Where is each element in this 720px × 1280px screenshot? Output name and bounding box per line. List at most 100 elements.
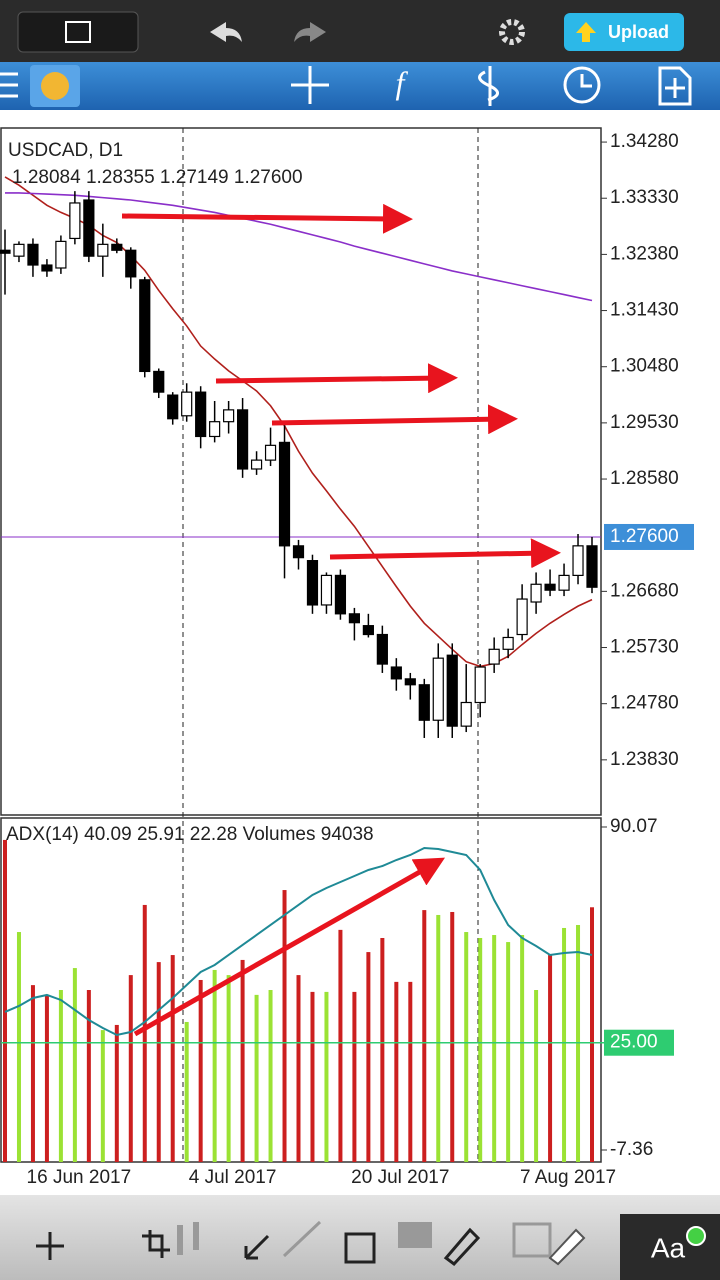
plot-layer: 1.34280 1.33330 1.32380 1.31430 1.30480 1.295… [0,131,694,1188]
volume-bar [590,907,594,1162]
candle-body [544,583,556,591]
volume-bar [58,990,63,1162]
timeframe-icon[interactable] [563,66,601,104]
candle-body [586,545,598,588]
y-tick-label: 1.32380 [610,243,679,264]
candle-body [572,545,584,576]
y-tick-label: 1.33330 [610,187,679,208]
arrow [215,363,458,394]
volume-bar [380,937,385,1162]
volume-bar [3,839,7,1162]
candle-body [530,583,542,603]
settings-icon[interactable] [499,19,525,45]
lines-icon[interactable] [282,1220,322,1258]
volume-bar [534,990,539,1162]
inbox-icon[interactable] [398,1222,432,1248]
arrow [329,538,561,569]
arrow-tool[interactable] [244,1234,270,1260]
upload-button[interactable] [564,13,684,51]
volume-bar [422,910,427,1162]
candle-body [27,243,39,266]
volume-bar [16,932,21,1162]
status-dot [686,1226,706,1246]
redo-icon[interactable] [294,22,326,42]
candle-body [209,421,221,438]
pencil-tool[interactable] [443,1227,481,1267]
volume-bar [184,1021,189,1162]
y-tick-label: 1.23830 [610,749,679,770]
candle-body [334,574,347,615]
candle-body [558,574,570,591]
volume-bar [240,959,245,1162]
candle-body [502,636,514,650]
candle-body [167,394,179,420]
candle-body [0,249,11,254]
x-tick-label: 7 Aug 2017 [520,1167,616,1188]
move-icon[interactable] [36,1232,64,1260]
volume-bar [408,981,413,1162]
y-tick-label: 1.25730 [610,637,679,658]
level-label-box [604,1029,674,1056]
volume-bar [394,981,399,1162]
candle-body [278,441,291,547]
app-toolbar [0,62,720,110]
arrow [121,203,413,234]
candles-icon[interactable] [177,1222,199,1255]
volume-bar [170,955,175,1162]
y-tick-label: 1.28580 [610,468,679,489]
menu-icon[interactable] [0,72,18,98]
crop-icon[interactable] [142,1230,170,1258]
last-price-label: 1.27600 [610,526,679,547]
y-tick-label: 1.29530 [610,412,679,433]
volume-bar [352,991,357,1162]
ohlc-readout: 1.28084 1.28355 1.27149 1.27600 [12,167,303,188]
screenshot-button[interactable] [17,11,139,53]
edit-icon[interactable] [548,1228,586,1266]
text-tool-button[interactable] [620,1214,720,1280]
crosshair-icon[interactable] [291,66,329,104]
candle-body [474,666,486,704]
candle-body [432,657,444,721]
candle-body [139,279,151,373]
news-icon[interactable] [512,1222,552,1258]
candle-body [41,264,53,272]
volume-bar [576,924,581,1162]
candle-body [418,684,430,721]
volume-bar [114,1024,119,1162]
volume-bar [198,979,203,1162]
volume-bar [268,990,273,1162]
candle-body [516,598,528,636]
volume-bar [156,962,161,1162]
indicator-title: ADX(14) 40.09 25.91 22.28 Volumes 94038 [6,824,374,845]
new-order-icon[interactable] [658,66,692,106]
volume-bar [142,904,147,1162]
x-tick-label: 4 Jul 2017 [189,1167,277,1188]
volume-bar [296,975,301,1162]
y-tick-label: 1.24780 [610,693,679,714]
candle-body [55,240,67,269]
volume-bar [310,991,315,1162]
candle-body [376,633,388,665]
candle-body [348,613,361,624]
arrow [133,857,446,1037]
candle-body [292,545,305,559]
candle-body [153,370,165,393]
volume-bar [86,990,91,1162]
y-tick-label: 90.07 [610,816,658,837]
volume-bar [464,932,469,1162]
text-tool-label[interactable]: Aa [651,1232,686,1263]
volume-bar [324,991,329,1162]
trade-icon[interactable] [478,66,499,106]
upload-label[interactable]: Upload [608,22,669,42]
y-tick-label: -7.36 [610,1139,653,1160]
candle-body [125,249,137,278]
undo-icon[interactable] [210,22,242,42]
candle-body [236,409,249,470]
candle-body [111,243,123,251]
candle-body [460,701,472,727]
volume-bar [520,935,525,1162]
y-tick-label: 1.26680 [610,580,679,601]
rectangle-tool[interactable] [344,1232,376,1264]
volume-bar [450,911,455,1162]
